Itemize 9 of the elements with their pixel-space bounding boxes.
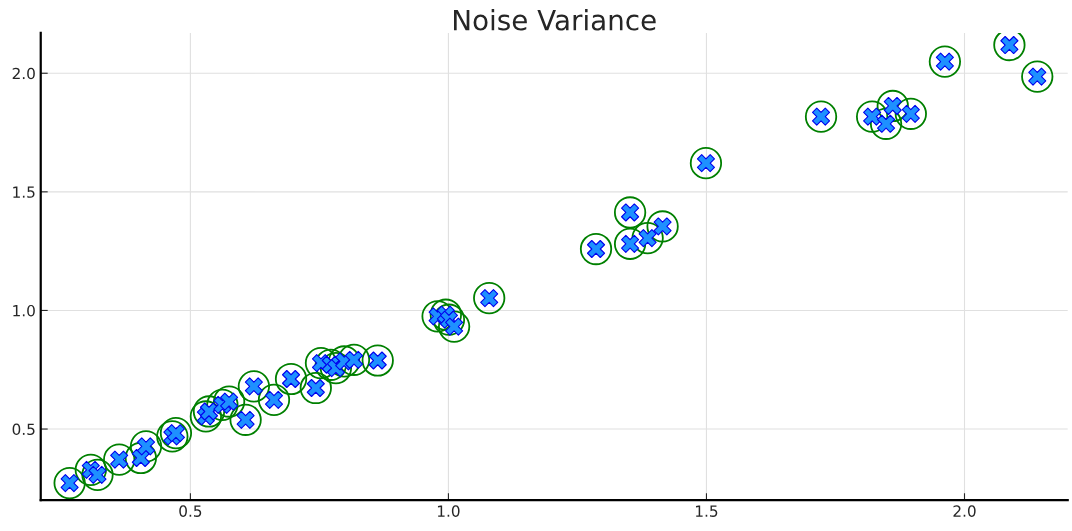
x-tick-label: 1.5: [695, 505, 718, 517]
x-tick-label: 0.5: [179, 505, 202, 517]
chart-title: Noise Variance: [454, 9, 656, 31]
y-tick-label: 1.5: [13, 186, 35, 198]
y-tick-label: 0.5: [12, 423, 35, 436]
x-tick-label: 2.0: [953, 505, 976, 517]
y-tick-label: 1.0: [13, 304, 35, 317]
x-tick-label: 1.0: [437, 505, 460, 517]
y-tick-label: 2.0: [12, 67, 35, 80]
